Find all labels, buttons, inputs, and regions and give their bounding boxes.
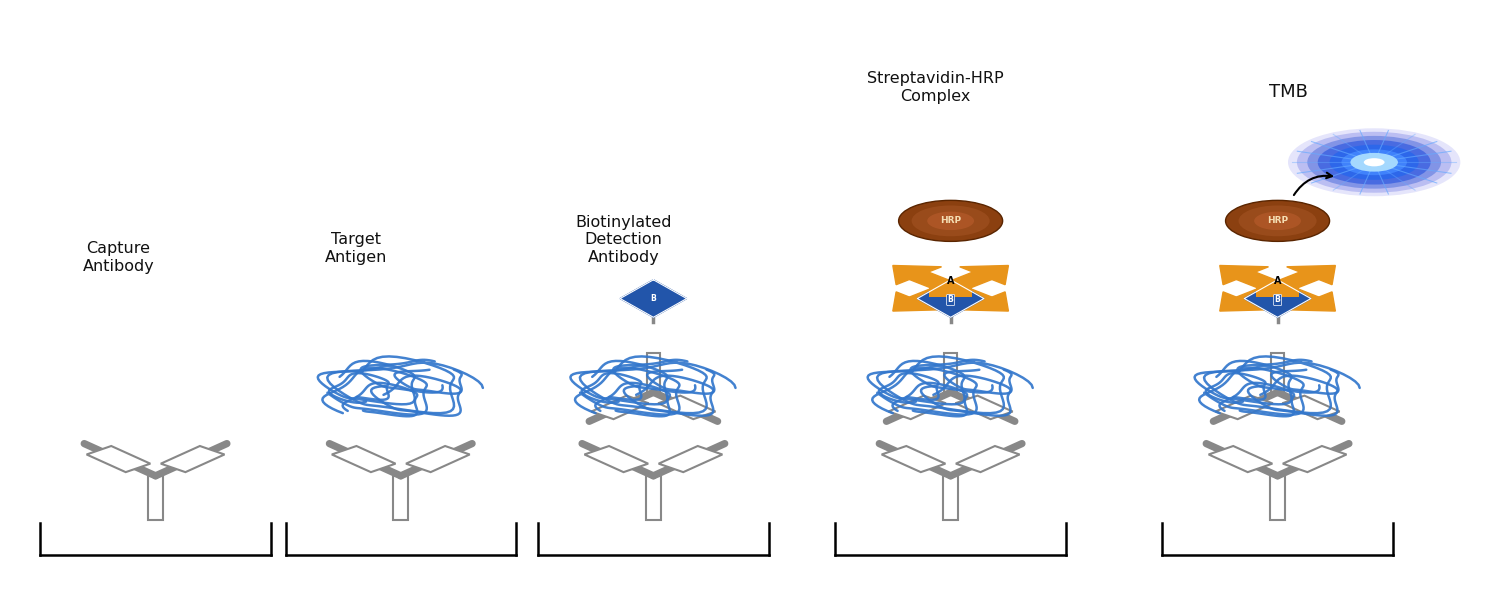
Text: B: B [948, 294, 954, 303]
Polygon shape [892, 265, 942, 284]
Polygon shape [1268, 284, 1318, 305]
Text: Target
Antigen: Target Antigen [326, 232, 387, 265]
Text: Biotinylated
Detection
Antibody: Biotinylated Detection Antibody [576, 215, 672, 265]
Polygon shape [1220, 265, 1269, 284]
Text: A: A [946, 276, 954, 286]
Text: HRP: HRP [940, 217, 962, 226]
Polygon shape [1287, 292, 1335, 311]
Polygon shape [940, 284, 992, 305]
Bar [1209, 446, 1272, 472]
Polygon shape [1268, 272, 1318, 292]
FancyBboxPatch shape [393, 476, 408, 520]
Bar [1282, 395, 1340, 419]
Polygon shape [1220, 292, 1269, 311]
Polygon shape [620, 280, 687, 317]
Text: A: A [1274, 276, 1281, 286]
Circle shape [1317, 140, 1431, 185]
Text: Capture
Antibody: Capture Antibody [82, 241, 154, 274]
FancyBboxPatch shape [1270, 476, 1286, 520]
Circle shape [1298, 132, 1452, 193]
FancyBboxPatch shape [944, 476, 958, 520]
Text: HRP: HRP [1268, 217, 1288, 226]
FancyBboxPatch shape [1270, 353, 1284, 392]
Polygon shape [909, 272, 960, 292]
Polygon shape [892, 292, 942, 311]
Circle shape [1341, 149, 1407, 175]
Circle shape [1226, 200, 1329, 241]
Polygon shape [1236, 272, 1287, 292]
Polygon shape [1287, 265, 1335, 284]
Bar [87, 446, 150, 472]
Polygon shape [909, 284, 960, 305]
Circle shape [1254, 212, 1300, 230]
FancyBboxPatch shape [646, 353, 660, 392]
Text: TMB: TMB [1269, 83, 1308, 101]
Text: Streptavidin-HRP
Complex: Streptavidin-HRP Complex [867, 71, 1004, 104]
Bar [1256, 280, 1299, 297]
Circle shape [898, 200, 1002, 241]
FancyBboxPatch shape [646, 476, 662, 520]
Circle shape [1288, 128, 1461, 196]
Bar [888, 395, 946, 419]
Circle shape [1329, 145, 1419, 180]
Circle shape [927, 212, 974, 230]
Bar [882, 446, 945, 472]
Bar [585, 446, 648, 472]
Polygon shape [918, 280, 984, 317]
Text: B: B [651, 294, 657, 303]
Text: B: B [948, 295, 954, 304]
Bar [406, 446, 470, 472]
Circle shape [1308, 136, 1442, 188]
Text: B: B [1275, 294, 1281, 303]
Bar [591, 395, 648, 419]
Text: B: B [1275, 295, 1281, 304]
Polygon shape [1245, 280, 1311, 317]
Bar [658, 446, 723, 472]
FancyBboxPatch shape [944, 353, 957, 392]
Circle shape [1239, 205, 1317, 236]
Bar [160, 446, 225, 472]
Bar [1215, 395, 1274, 419]
Bar [956, 446, 1020, 472]
Bar [1282, 446, 1347, 472]
Polygon shape [1236, 284, 1287, 305]
Bar [332, 446, 396, 472]
Bar [928, 280, 972, 297]
Polygon shape [960, 292, 1008, 311]
Bar [956, 395, 1012, 419]
FancyBboxPatch shape [148, 476, 164, 520]
Circle shape [1350, 153, 1398, 172]
Polygon shape [960, 265, 1008, 284]
Circle shape [912, 205, 990, 236]
Circle shape [1364, 158, 1384, 166]
Bar [658, 395, 716, 419]
Polygon shape [940, 272, 992, 292]
